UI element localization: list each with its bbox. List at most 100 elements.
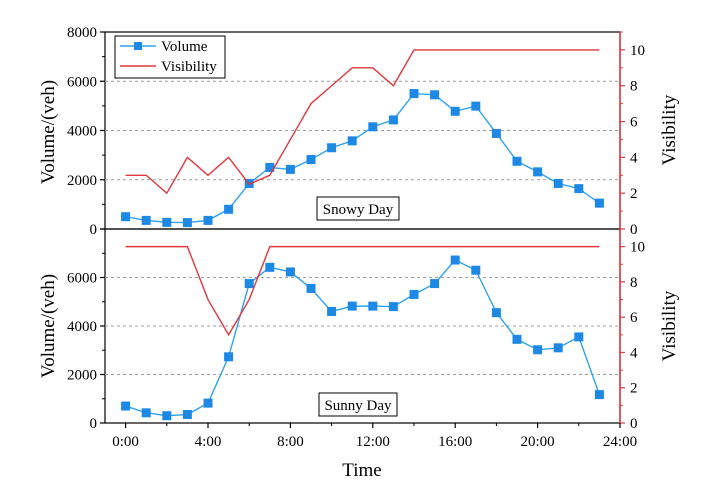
panel-sunny-marks [121, 245, 604, 421]
y-axis-title-right-bottom: Visibility [659, 290, 680, 361]
data-point-volume [574, 332, 584, 342]
legend-visibility-label: Visibility [161, 59, 217, 75]
axes-right: 0 2 4 6 8 10 0 2 4 6 8 10 [619, 31, 645, 432]
panel-label-sunny: Sunny Day [318, 392, 398, 417]
data-point-volume [491, 128, 501, 138]
x-tick-label: 12:00 [356, 434, 390, 450]
y-right-tick-label: 10 [630, 240, 645, 256]
data-point-volume [368, 122, 378, 132]
data-point-volume [327, 143, 337, 153]
data-point-volume [533, 345, 543, 355]
x-axis-title: Time [342, 460, 381, 481]
axes-left: 0 2000 4000 6000 8000 0 2000 4000 6000 [67, 25, 105, 432]
y-right-tick-label: 10 [630, 43, 645, 59]
data-point-volume [471, 101, 481, 111]
data-point-volume [574, 184, 584, 194]
y-left-tick-label: 0 [90, 222, 98, 238]
data-point-volume [306, 155, 316, 165]
y-right-tick-label: 2 [630, 186, 638, 202]
y-left-tick-label: 4000 [67, 124, 97, 140]
y-left-tick-label: 8000 [67, 25, 97, 41]
y-axis-title-left-bottom: Volume/(veh) [38, 274, 59, 378]
data-point-volume [388, 302, 398, 312]
panel-label-snowy: Snowy Day [316, 196, 400, 221]
data-point-volume [594, 390, 604, 400]
data-point-volume [306, 283, 316, 293]
y-left-tick-label: 4000 [67, 319, 97, 335]
data-point-volume [224, 204, 234, 214]
data-point-volume [162, 217, 172, 227]
data-point-volume [265, 162, 275, 172]
legend-volume-label: Volume [161, 39, 208, 55]
panel-sunny [104, 228, 621, 424]
legend-volume-marker [134, 42, 142, 50]
y-right-tick-label: 8 [630, 275, 638, 291]
data-point-volume [368, 301, 378, 311]
y-left-tick-label: 0 [90, 416, 98, 432]
y-left-tick-label: 2000 [67, 173, 97, 189]
data-point-volume [430, 90, 440, 100]
data-point-volume [594, 198, 604, 208]
data-point-volume [121, 212, 131, 222]
data-point-volume [327, 306, 337, 316]
axis-x: 0:00 4:00 8:00 12:00 16:00 20:00 24:00 [112, 423, 637, 450]
data-point-volume [388, 115, 398, 125]
series-line-visibility [125, 49, 600, 195]
data-point-volume [512, 156, 522, 166]
data-point-volume [141, 408, 151, 418]
panel-snowy [104, 31, 621, 230]
x-tick-label: 24:00 [603, 434, 637, 450]
panel-snowy-grid [105, 80, 620, 181]
x-tick-label: 8:00 [277, 434, 304, 450]
panel-sunny-grid [105, 277, 620, 375]
data-point-volume [512, 334, 522, 344]
y-right-tick-label: 4 [630, 150, 638, 166]
y-right-tick-label: 6 [630, 310, 638, 326]
y-right-tick-label: 8 [630, 79, 638, 95]
legend: Volume Visibility [114, 35, 226, 79]
x-tick-label: 4:00 [195, 434, 222, 450]
data-point-volume [491, 308, 501, 318]
data-point-volume [182, 410, 192, 420]
y-right-tick-label: 0 [630, 416, 638, 432]
data-point-volume [203, 398, 213, 408]
y-right-tick-label: 6 [630, 115, 638, 131]
y-left-tick-label: 6000 [67, 74, 97, 90]
data-point-volume [409, 89, 419, 99]
series-line-visibility [125, 245, 600, 337]
panel-label-sunny-text: Sunny Day [324, 398, 392, 414]
x-tick-label: 0:00 [112, 434, 139, 450]
data-point-volume [553, 178, 563, 188]
y-left-tick-label: 6000 [67, 271, 97, 287]
data-point-volume [430, 279, 440, 289]
y-left-tick-label: 2000 [67, 368, 97, 384]
data-point-volume [553, 343, 563, 353]
data-point-volume [347, 301, 357, 311]
data-point-volume [265, 262, 275, 272]
data-point-volume [244, 279, 254, 289]
y-axis-title-left-top: Volume/(veh) [38, 80, 59, 184]
data-point-volume [162, 411, 172, 421]
legend-box [114, 35, 226, 79]
x-tick-label: 20:00 [521, 434, 555, 450]
data-point-volume [121, 401, 131, 411]
data-point-volume [182, 218, 192, 228]
data-point-volume [285, 267, 295, 277]
data-point-volume [450, 255, 460, 265]
x-tick-label: 16:00 [438, 434, 472, 450]
y-right-tick-label: 2 [630, 381, 638, 397]
panel-label-snowy-box [316, 196, 400, 221]
panel-snowy-marks [121, 49, 604, 228]
data-point-volume [533, 167, 543, 177]
data-point-volume [203, 215, 213, 225]
panel-label-sunny-box [318, 392, 398, 417]
y-axis-title-right-top: Visibility [659, 94, 680, 165]
data-point-volume [409, 289, 419, 299]
data-point-volume [285, 164, 295, 174]
data-point-volume [471, 265, 481, 275]
data-point-volume [224, 352, 234, 362]
data-point-volume [450, 106, 460, 116]
y-right-tick-label: 0 [630, 222, 638, 238]
data-point-volume [347, 136, 357, 146]
